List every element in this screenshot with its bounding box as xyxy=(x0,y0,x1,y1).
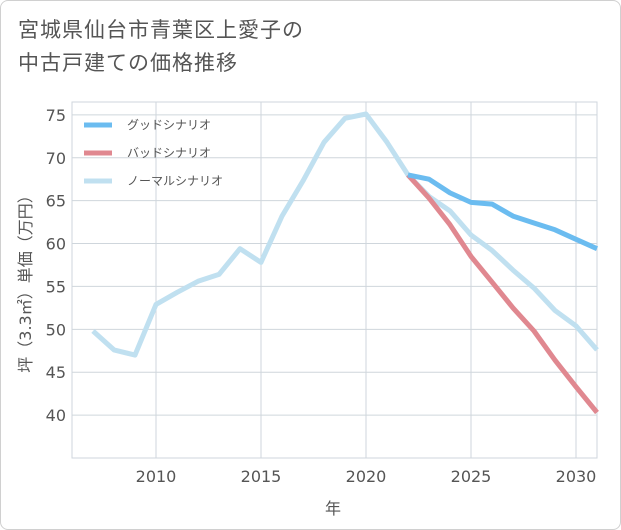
x-tick-label: 2010 xyxy=(136,467,177,486)
y-tick-label: 45 xyxy=(46,363,66,382)
normal-scenario-line xyxy=(91,111,599,358)
legend-label-good-scenario: グッドシナリオ xyxy=(127,118,211,132)
y-tick-label: 50 xyxy=(46,320,66,339)
chart-title-line-1: 宮城県仙台市青葉区上愛子の xyxy=(18,18,304,42)
y-tick-label: 75 xyxy=(46,106,66,125)
y-tick-label: 70 xyxy=(46,149,66,168)
y-tick-label: 55 xyxy=(46,277,66,296)
plot-area xyxy=(71,101,598,459)
x-tick-label: 2030 xyxy=(556,467,597,486)
x-tick-label: 2015 xyxy=(241,467,282,486)
x-axis-label: 年 xyxy=(325,499,341,518)
series-lines xyxy=(91,111,599,415)
chart-title-line-2: 中古戸建ての価格推移 xyxy=(18,51,238,75)
good-scenario-line xyxy=(407,172,599,251)
chart-title: 宮城県仙台市青葉区上愛子の 中古戸建ての価格推移 xyxy=(18,14,304,80)
y-axis-label: 坪（3.3㎡）単価（万円） xyxy=(16,187,35,372)
y-tick-label: 40 xyxy=(46,406,66,425)
x-tick-label: 2025 xyxy=(451,467,492,486)
tick-labels: 40 45 50 55 60 65 70 75 2010 2015 2020 2025 2030 xyxy=(46,106,597,486)
legend-label-normal-scenario: ノーマルシナリオ xyxy=(127,174,223,188)
y-tick-label: 60 xyxy=(46,235,66,254)
y-tick-label: 65 xyxy=(46,192,66,211)
grid xyxy=(72,102,597,458)
x-tick-label: 2020 xyxy=(346,467,387,486)
bad-scenario-line xyxy=(406,173,599,415)
legend-label-bad-scenario: バッドシナリオ xyxy=(127,146,211,160)
